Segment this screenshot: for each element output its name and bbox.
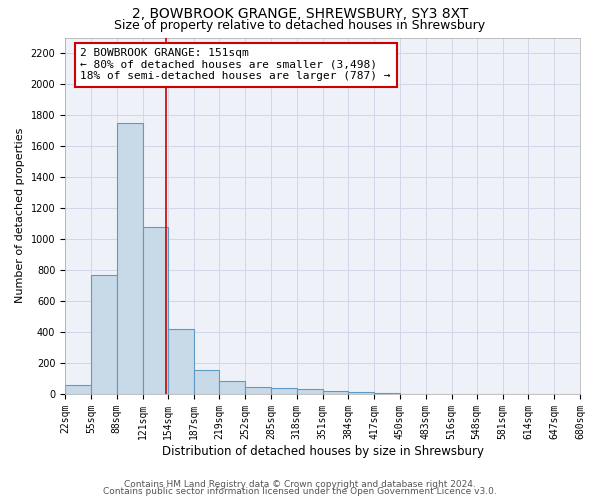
Text: Contains HM Land Registry data © Crown copyright and database right 2024.: Contains HM Land Registry data © Crown c… bbox=[124, 480, 476, 489]
Bar bbox=[143, 226, 169, 394]
Bar bbox=[116, 122, 143, 394]
Bar bbox=[65, 384, 91, 394]
Bar bbox=[91, 274, 116, 394]
Bar bbox=[271, 388, 296, 394]
X-axis label: Distribution of detached houses by size in Shrewsbury: Distribution of detached houses by size … bbox=[161, 444, 484, 458]
Text: Size of property relative to detached houses in Shrewsbury: Size of property relative to detached ho… bbox=[115, 19, 485, 32]
Bar bbox=[169, 329, 194, 394]
Bar bbox=[194, 370, 219, 394]
Bar bbox=[323, 391, 349, 394]
Bar bbox=[219, 381, 245, 394]
Bar bbox=[374, 393, 400, 394]
Y-axis label: Number of detached properties: Number of detached properties bbox=[15, 128, 25, 304]
Bar bbox=[349, 392, 374, 394]
Text: Contains public sector information licensed under the Open Government Licence v3: Contains public sector information licen… bbox=[103, 487, 497, 496]
Bar bbox=[296, 390, 323, 394]
Bar bbox=[245, 387, 271, 394]
Text: 2, BOWBROOK GRANGE, SHREWSBURY, SY3 8XT: 2, BOWBROOK GRANGE, SHREWSBURY, SY3 8XT bbox=[132, 8, 468, 22]
Text: 2 BOWBROOK GRANGE: 151sqm
← 80% of detached houses are smaller (3,498)
18% of se: 2 BOWBROOK GRANGE: 151sqm ← 80% of detac… bbox=[80, 48, 391, 82]
